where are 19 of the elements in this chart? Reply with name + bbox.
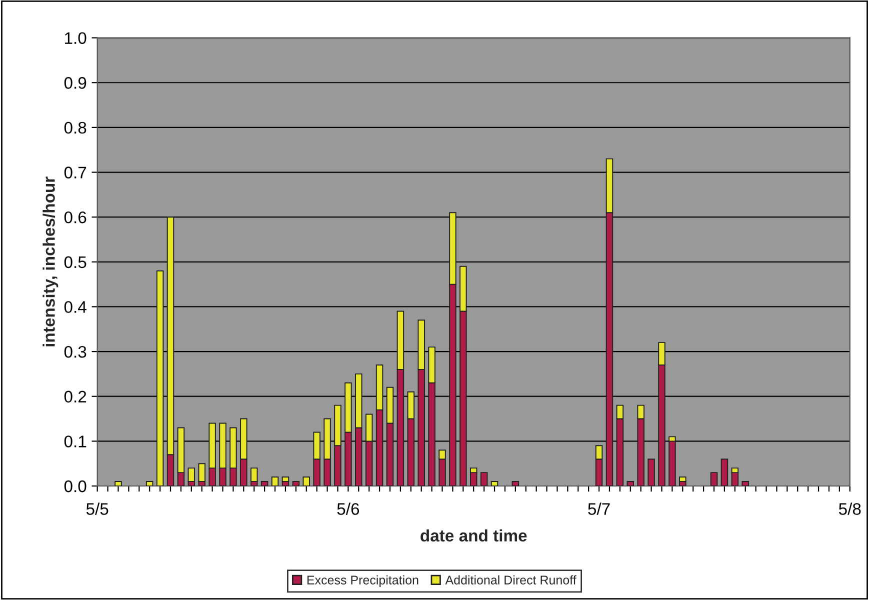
y-tick-label: 0.2 [64, 390, 86, 403]
y-tick-label: 0.1 [64, 436, 86, 448]
y-tick-label: 0.8 [64, 122, 86, 134]
y-axis-title: intensity, inches/hour [42, 176, 58, 346]
legend-label: Excess Precipitation [307, 575, 418, 587]
y-tick-label: 0.3 [64, 346, 86, 358]
x-tick-label: 5/7 [588, 502, 610, 515]
y-tick-label: 0.4 [64, 301, 86, 313]
x-tick-label: 5/6 [337, 502, 360, 515]
x-tick-label: 5/5 [86, 502, 108, 515]
x-axis-title: date and time [420, 529, 527, 542]
y-tick-label: 0.6 [64, 211, 86, 224]
legend-label: Additional Direct Runoff [445, 575, 576, 584]
x-tick-label: 5/8 [838, 502, 861, 515]
y-tick-label: 0.0 [64, 480, 86, 492]
y-tick-label: 0.9 [64, 77, 86, 89]
y-tick-label: 0.7 [64, 166, 86, 178]
y-tick-label: 0.5 [64, 256, 86, 268]
y-tick-label: 1.0 [65, 32, 86, 44]
